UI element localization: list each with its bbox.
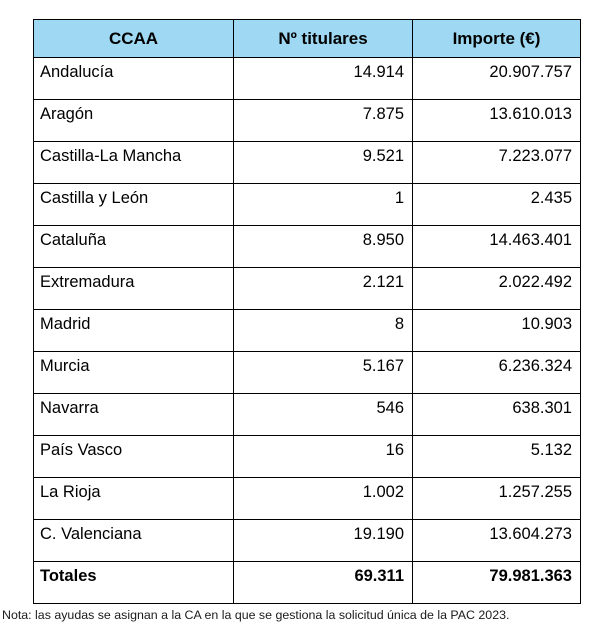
cell-importe: 2.022.492 <box>412 267 581 310</box>
cell-ccaa: Murcia <box>33 351 234 394</box>
cell-ccaa: Madrid <box>33 309 234 352</box>
table-row: Cataluña 8.950 14.463.401 <box>33 225 581 268</box>
table-row: Madrid 8 10.903 <box>33 309 581 352</box>
table-row: País Vasco 16 5.132 <box>33 435 581 478</box>
cell-titulares: 5.167 <box>233 351 413 394</box>
cell-ccaa: Andalucía <box>33 57 234 100</box>
cell-titulares: 69.311 <box>233 561 413 604</box>
cell-titulares: 546 <box>233 393 413 436</box>
col-header-titulares: Nº titulares <box>233 19 413 58</box>
cell-ccaa: Castilla y León <box>33 183 234 226</box>
cell-ccaa: Castilla-La Mancha <box>33 141 234 184</box>
table-row: Andalucía 14.914 20.907.757 <box>33 57 581 100</box>
cell-ccaa: País Vasco <box>33 435 234 478</box>
table-row: Castilla-La Mancha 9.521 7.223.077 <box>33 141 581 184</box>
table-row: Aragón 7.875 13.610.013 <box>33 99 581 142</box>
cell-ccaa: Navarra <box>33 393 234 436</box>
header-row: CCAA Nº titulares Importe (€) <box>33 19 581 58</box>
cell-titulares: 7.875 <box>233 99 413 142</box>
cell-importe: 7.223.077 <box>412 141 581 184</box>
cell-importe: 1.257.255 <box>412 477 581 520</box>
table-row: Navarra 546 638.301 <box>33 393 581 436</box>
cell-importe: 20.907.757 <box>412 57 581 100</box>
cell-ccaa: Totales <box>33 561 234 604</box>
cell-titulares: 19.190 <box>233 519 413 562</box>
cell-titulares: 14.914 <box>233 57 413 100</box>
cell-importe: 10.903 <box>412 309 581 352</box>
table-row: C. Valenciana 19.190 13.604.273 <box>33 519 581 562</box>
table-row: Extremadura 2.121 2.022.492 <box>33 267 581 310</box>
table-row: Castilla y León 1 2.435 <box>33 183 581 226</box>
cell-titulares: 1.002 <box>233 477 413 520</box>
cell-importe: 13.610.013 <box>412 99 581 142</box>
cell-importe: 5.132 <box>412 435 581 478</box>
col-header-ccaa: CCAA <box>33 19 234 58</box>
cell-importe: 79.981.363 <box>412 561 581 604</box>
cell-importe: 638.301 <box>412 393 581 436</box>
cell-importe: 6.236.324 <box>412 351 581 394</box>
cell-importe: 14.463.401 <box>412 225 581 268</box>
cell-titulares: 16 <box>233 435 413 478</box>
table-row: La Rioja 1.002 1.257.255 <box>33 477 581 520</box>
cell-ccaa: Aragón <box>33 99 234 142</box>
cell-ccaa: C. Valenciana <box>33 519 234 562</box>
cell-ccaa: Extremadura <box>33 267 234 310</box>
totals-row: Totales 69.311 79.981.363 <box>33 561 581 604</box>
ccaa-table: CCAA Nº titulares Importe (€) Andalucía … <box>33 19 581 604</box>
cell-importe: 2.435 <box>412 183 581 226</box>
cell-importe: 13.604.273 <box>412 519 581 562</box>
footnote: Nota: las ayudas se asignan a la CA en l… <box>2 608 510 622</box>
table-row: Murcia 5.167 6.236.324 <box>33 351 581 394</box>
cell-titulares: 8.950 <box>233 225 413 268</box>
cell-titulares: 2.121 <box>233 267 413 310</box>
cell-ccaa: Cataluña <box>33 225 234 268</box>
cell-titulares: 9.521 <box>233 141 413 184</box>
cell-titulares: 1 <box>233 183 413 226</box>
col-header-importe: Importe (€) <box>412 19 581 58</box>
cell-titulares: 8 <box>233 309 413 352</box>
cell-ccaa: La Rioja <box>33 477 234 520</box>
